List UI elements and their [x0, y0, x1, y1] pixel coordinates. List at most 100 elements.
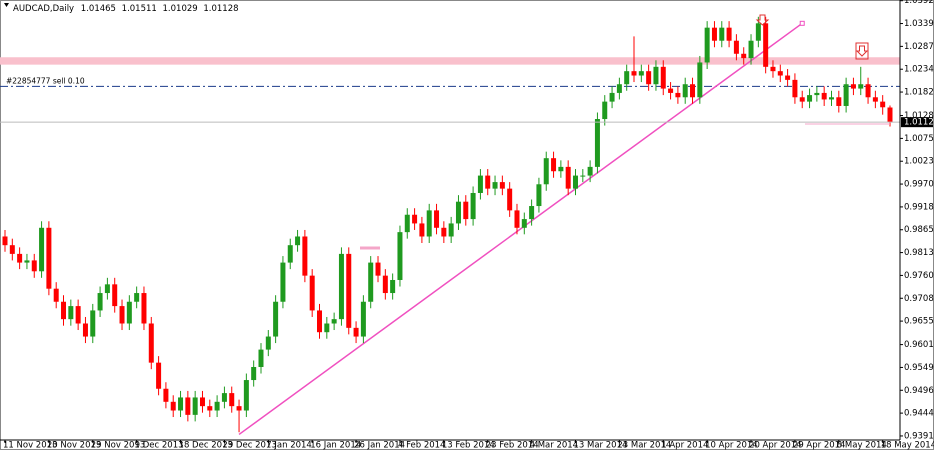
order-label: #22854777 sell 0.10: [6, 76, 85, 85]
candle-body: [814, 92, 820, 96]
candle-body: [711, 27, 717, 41]
candle-body: [353, 327, 359, 337]
y-tick-label: 1.02345: [904, 65, 934, 75]
candle-body: [594, 119, 600, 167]
candle-body: [338, 253, 344, 320]
candle-body: [404, 214, 410, 233]
candle-body: [514, 210, 520, 228]
x-tick-label: 20 Apr 2014: [749, 441, 802, 450]
candle-body: [156, 362, 162, 389]
y-tick-label: 0.93915: [904, 431, 934, 441]
candle-body: [836, 97, 842, 106]
candle-body: [273, 301, 279, 337]
menu-arrow: [4, 3, 9, 7]
x-tick-label: 1 Apr 2014: [661, 441, 708, 450]
candle-body: [148, 323, 154, 363]
candle-body: [251, 367, 257, 381]
candle-body: [631, 71, 637, 76]
x-tick-label: 20 Nov 2013: [47, 441, 101, 450]
candle-body: [755, 23, 761, 41]
candle-body: [90, 310, 96, 337]
candle-body: [360, 301, 366, 337]
candle-body: [199, 397, 205, 407]
candle-body: [229, 393, 235, 407]
candle-body: [858, 84, 864, 89]
candle-body: [280, 262, 286, 302]
y-tick-label: 0.94965: [904, 386, 934, 396]
symbol: AUDCAD,Daily: [13, 4, 74, 14]
ohlc-open: 1.01465: [81, 4, 116, 14]
candle-body: [455, 201, 461, 224]
y-tick-label: 0.96015: [904, 340, 934, 350]
candle-body: [807, 95, 813, 102]
candle-body: [616, 84, 622, 93]
candle-body: [704, 27, 710, 63]
candle-body: [828, 97, 834, 100]
candle-body: [375, 262, 381, 276]
resistance-zone: [0, 57, 900, 65]
candle-body: [302, 236, 308, 276]
candle-body: [660, 66, 666, 89]
x-tick-label: 11 Nov 2013: [3, 441, 57, 450]
candle-body: [682, 84, 688, 98]
candle-body: [763, 23, 769, 67]
candle-body: [134, 293, 140, 302]
candle-body: [141, 293, 147, 324]
x-tick-label: 10 Apr 2014: [705, 441, 758, 450]
x-tick-label: 18 May 2014: [881, 441, 934, 450]
ohlc-low: 1.01029: [163, 4, 198, 14]
candle-body: [887, 107, 893, 123]
x-tick-label: 9 Dec 2013: [135, 441, 184, 450]
candle-body: [185, 397, 191, 415]
x-tick-label: 16 Jan 2014: [310, 441, 361, 450]
candle-body: [243, 380, 249, 411]
y-tick-label: 0.98655: [904, 225, 934, 235]
candle-body: [53, 288, 59, 302]
candle-body: [777, 71, 783, 76]
candle-body: [170, 401, 176, 411]
candle-body: [543, 158, 549, 185]
candle-body: [163, 388, 169, 402]
candle-body: [492, 182, 498, 189]
y-tick-label: 0.96555: [904, 317, 934, 327]
candle-body: [733, 40, 739, 54]
candle-body: [441, 227, 447, 237]
candle-body: [602, 101, 608, 120]
sell-arrow: [755, 14, 869, 60]
price-label: 1.01128: [904, 118, 934, 128]
candle-body: [624, 71, 630, 85]
candle-body: [119, 306, 125, 324]
candle-body: [792, 79, 798, 98]
ohlc-close: 1.01128: [203, 4, 238, 14]
x-tick-label: 4 Mar 2014: [530, 441, 578, 450]
candle-body: [726, 27, 732, 41]
candle-body: [368, 262, 374, 302]
x-tick-label: 29 Nov 2013: [91, 441, 145, 450]
x-tick-label: 23 Feb 2014: [486, 441, 539, 450]
candle-body: [741, 53, 747, 59]
candle-body: [580, 175, 586, 177]
candle-body: [104, 284, 110, 294]
candle-body: [207, 406, 213, 411]
candle-body: [865, 84, 871, 98]
y-tick-label: 1.03920: [904, 0, 934, 6]
candle-body: [346, 253, 352, 328]
candle-body: [470, 192, 476, 220]
candle-body: [485, 175, 491, 189]
candle-body: [821, 92, 827, 100]
candle-body: [799, 97, 805, 102]
candle-body: [499, 182, 505, 189]
trendline: [238, 22, 803, 436]
x-tick-label: 4 Feb 2014: [398, 441, 446, 450]
candle-body: [719, 27, 725, 41]
candle-body: [609, 92, 615, 102]
candle-body: [265, 336, 271, 350]
candle-body: [412, 214, 418, 224]
y-tick-label: 0.97605: [904, 271, 934, 281]
candle-body: [850, 84, 856, 89]
candle-body: [317, 310, 323, 333]
candle-body: [390, 279, 396, 294]
candle-body: [236, 406, 242, 411]
x-tick-label: 18 Dec 2013: [179, 441, 233, 450]
